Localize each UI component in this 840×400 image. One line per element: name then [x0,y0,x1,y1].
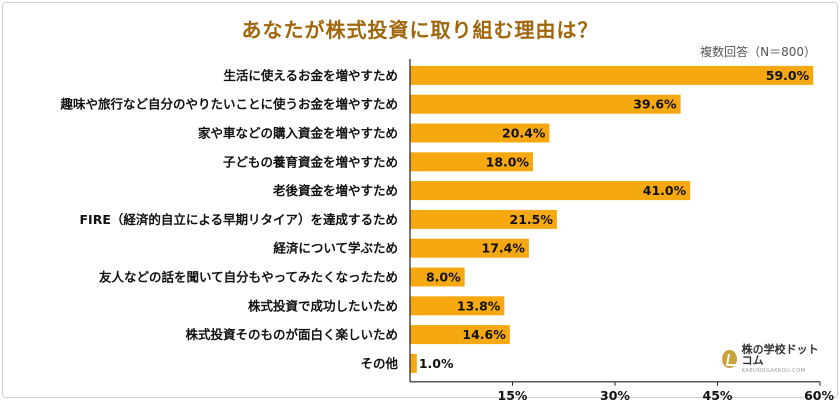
logo-mark-icon [722,350,737,368]
category-label: FIRE（経済的自立による早期リタイア）を達成するため [80,212,398,227]
data-label: 14.6% [462,327,506,342]
brand-logo: 株の学校ドットコム KABUNOGAKKOU.COM [722,343,822,374]
x-tick-label: 60% [804,388,834,400]
chart-title: あなたが株式投資に取り組む理由は？ [241,18,599,42]
bar [410,296,505,316]
data-label: 13.8% [457,298,501,313]
category-label: 趣味や旅行など自分のやりたいことに使うお金を増やすため [59,97,398,112]
bar [410,65,814,85]
data-label: 59.0% [766,68,810,83]
category-label: その他 [360,356,398,371]
bar [410,181,691,201]
bar [410,152,533,172]
bar [410,267,465,287]
data-label: 8.0% [426,270,461,285]
category-label: 株式投資そのものが面白く楽しいため [185,327,398,342]
logo-text: 株の学校ドットコム [741,343,819,367]
data-label: 20.4% [502,126,546,141]
category-label: 株式投資で成功したいため [248,298,398,313]
category-label: 生活に使えるお金を増やすため [223,68,398,83]
bar [410,123,550,143]
bar [410,353,417,373]
bar [410,209,557,229]
category-label: 友人などの話を聞いて自分もやってみたくなったため [98,270,398,285]
bar [410,238,529,258]
bar [410,325,510,345]
bar [410,94,681,114]
data-label: 18.0% [486,154,530,169]
x-tick-label: 15% [498,388,528,400]
x-tick-label: 30% [600,388,630,400]
data-label: 21.5% [510,212,554,227]
category-label: 子どもの養育資金を増やすため [223,154,398,169]
category-label: 経済について学ぶため [273,241,398,256]
category-label: 老後資金を増やすため [272,183,398,198]
data-label: 17.4% [482,241,526,256]
data-label: 39.6% [633,97,677,112]
x-tick-label: 45% [703,388,733,400]
data-label: 1.0% [419,356,454,371]
sample-note: 複数回答（N＝800） [700,45,816,59]
category-label: 家や車などの購入資金を増やすため [198,126,398,141]
logo-subtext: KABUNOGAKKOU.COM [741,368,806,374]
data-label: 41.0% [643,183,687,198]
